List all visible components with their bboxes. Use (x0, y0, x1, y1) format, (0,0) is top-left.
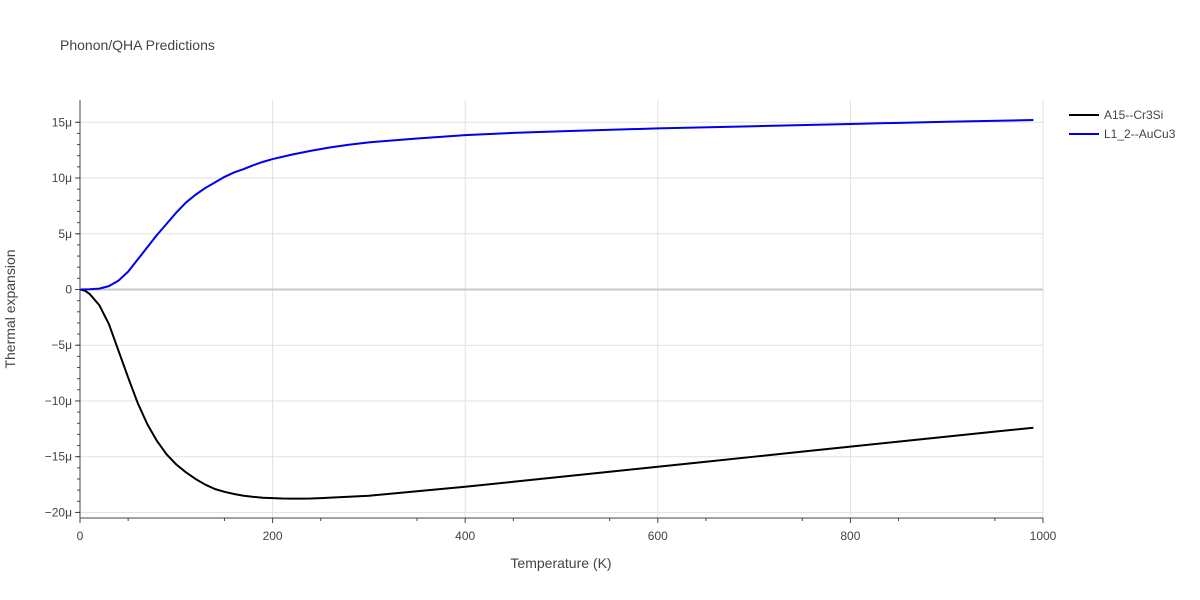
y-tick-label: −20μ (45, 505, 72, 519)
legend: A15--Cr3Si L1_2--AuCu3 (1069, 108, 1176, 141)
x-tick-label: 400 (455, 529, 475, 543)
chart-title: Phonon/QHA Predictions (60, 37, 215, 53)
series-line (79, 119, 1034, 291)
x-tick-label: 600 (648, 529, 668, 543)
y-tick-label: 0 (65, 282, 72, 296)
y-tick-label: −10μ (45, 394, 72, 408)
series-line (79, 288, 1034, 500)
y-tick-label: −15μ (45, 450, 72, 464)
x-tick-label: 800 (840, 529, 860, 543)
y-tick-label: −5μ (51, 338, 72, 352)
legend-label: A15--Cr3Si (1104, 108, 1163, 122)
y-axis-ticks: −20μ −15μ −10μ −5μ 0 5μ 10μ 15μ (45, 115, 80, 519)
x-tick-label: 0 (77, 529, 84, 543)
y-tick-label: 15μ (52, 115, 72, 129)
series-lines (79, 119, 1034, 500)
y-tick-label: 5μ (58, 227, 72, 241)
y-tick-label: 10μ (52, 171, 72, 185)
y-axis-title: Thermal expansion (2, 249, 18, 368)
x-axis-title: Temperature (K) (510, 555, 611, 571)
legend-label: L1_2--AuCu3 (1104, 127, 1176, 141)
grid-lines (80, 100, 1044, 518)
x-axis-ticks: 0 200 400 600 800 1000 (77, 518, 1057, 543)
x-tick-label: 1000 (1030, 529, 1057, 543)
x-tick-label: 200 (263, 529, 283, 543)
